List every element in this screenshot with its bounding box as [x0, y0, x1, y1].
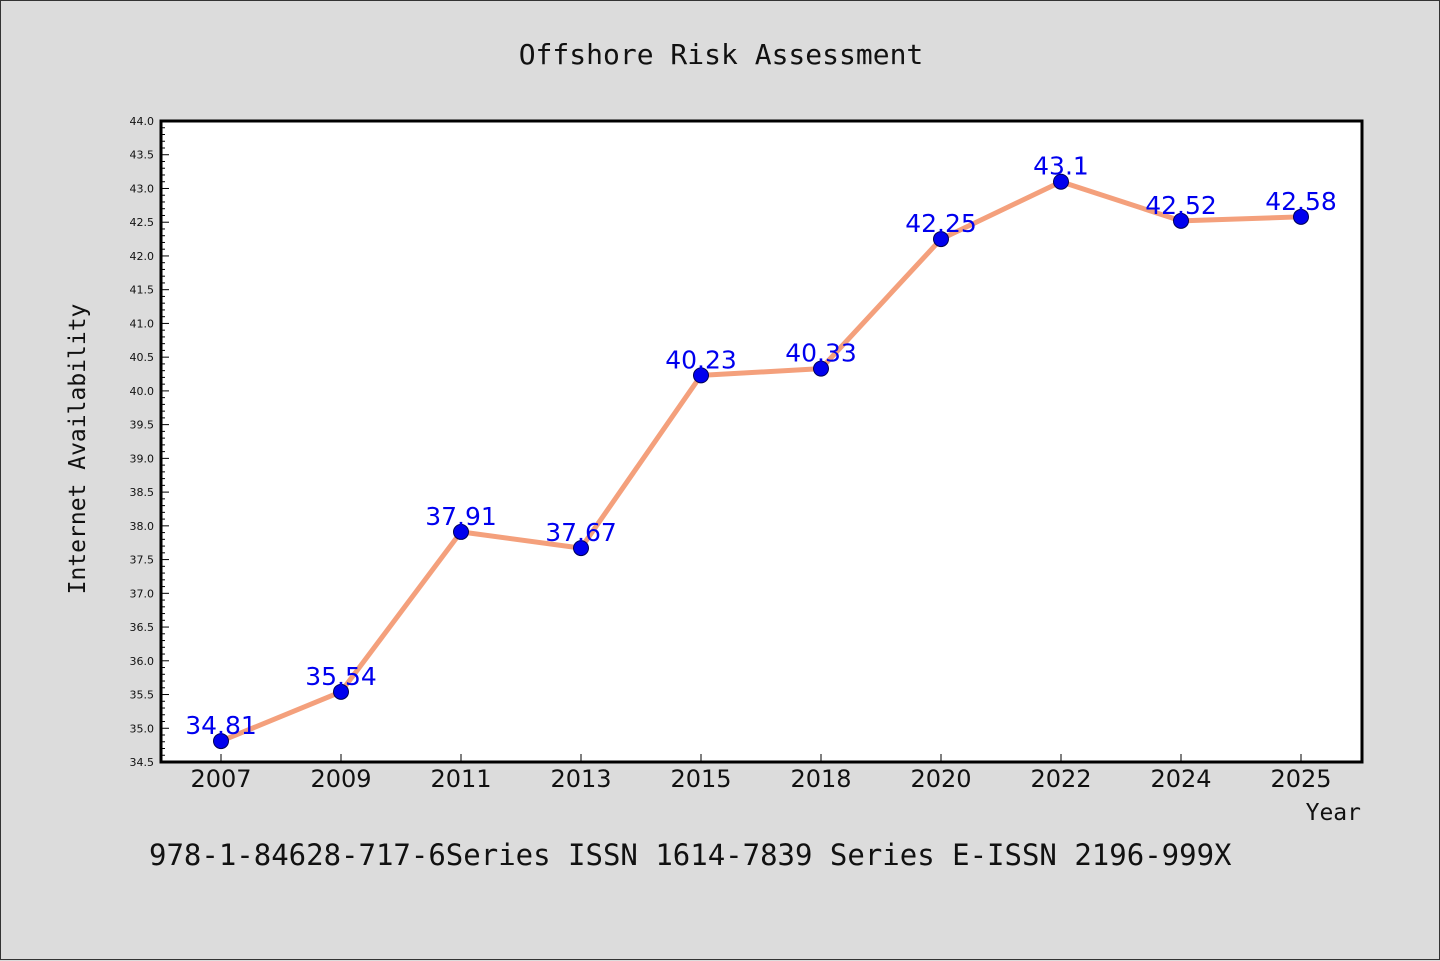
- y-tick-label: 40.5: [130, 351, 155, 364]
- data-point: [453, 523, 469, 540]
- x-tick-label: 2015: [670, 765, 731, 793]
- x-tick-label: 2011: [430, 765, 491, 793]
- x-axis: 2007 2009 2011 2013 2015 2018 2020 2022 2024 2025: [190, 754, 1332, 793]
- data-point: [213, 733, 229, 750]
- data-label: 35.54: [305, 662, 377, 691]
- y-tick-label: 36.0: [130, 655, 155, 668]
- x-tick-label: 2024: [1150, 765, 1211, 793]
- data-label: 42.58: [1265, 187, 1337, 216]
- chart-title: Offshore Risk Assessment: [519, 38, 924, 71]
- series-line: [218, 179, 1304, 744]
- data-point: [1053, 173, 1069, 190]
- plot-area: [159, 119, 1364, 764]
- y-tick-label: 35.5: [130, 689, 155, 702]
- data-point: [573, 540, 589, 557]
- data-point: [693, 367, 709, 384]
- y-axis-label: Internet Availability: [65, 304, 91, 595]
- y-tick-label: 40.0: [130, 385, 155, 398]
- y-tick-label: 43.0: [130, 182, 155, 195]
- data-label: 40.33: [785, 339, 857, 368]
- y-tick-label: 41.5: [130, 284, 155, 297]
- y-tick-label: 42.5: [130, 216, 155, 229]
- x-tick-label: 2025: [1270, 765, 1331, 793]
- y-tick-label: 38.0: [130, 520, 155, 533]
- y-tick-label: 37.5: [130, 554, 155, 567]
- x-tick-label: 2013: [550, 765, 611, 793]
- data-label: 37.67: [545, 518, 617, 547]
- data-point: [813, 360, 829, 377]
- x-axis-label: Year: [1306, 800, 1361, 826]
- data-label: 34.81: [185, 711, 257, 740]
- y-tick-label: 38.5: [130, 486, 155, 499]
- series-group: 34.81 35.54 37.91 37.67 40.23 40.33 42.25 43.1 4…: [185, 152, 1337, 750]
- data-point: [333, 683, 349, 700]
- footer-text: 978-1-84628-717-6Series ISSN 1614-7839 S…: [149, 838, 1232, 872]
- y-tick-label: 39.5: [130, 419, 155, 432]
- y-tick-label: 36.5: [130, 621, 155, 634]
- data-label: 40.23: [665, 345, 737, 374]
- data-point: [933, 231, 949, 248]
- data-point: [1293, 208, 1309, 225]
- y-tick-label: 42.0: [130, 250, 155, 263]
- y-tick-label: 39.0: [130, 452, 155, 465]
- data-label: 43.1: [1033, 152, 1089, 181]
- x-tick-label: 2007: [190, 765, 251, 793]
- y-tick-label: 44.0: [130, 115, 155, 128]
- y-tick-label: 34.5: [130, 756, 155, 769]
- data-label: 37.91: [425, 502, 497, 531]
- y-tick-label: 43.5: [130, 149, 155, 162]
- x-tick-label: 2022: [1030, 765, 1091, 793]
- y-tick-label: 37.0: [130, 587, 155, 600]
- y-tick-label: 41.0: [130, 317, 155, 330]
- y-axis: 34.5 35.0 35.5 36.0 36.5 37.0 37.5 38.0 38.5 39.0…: [130, 115, 169, 769]
- data-label: 42.25: [905, 209, 977, 238]
- x-tick-label: 2018: [790, 765, 851, 793]
- y-tick-label: 35.0: [130, 722, 155, 735]
- x-tick-label: 2020: [910, 765, 971, 793]
- data-point: [1173, 212, 1189, 229]
- data-label: 42.52: [1145, 191, 1217, 220]
- x-tick-label: 2009: [310, 765, 371, 793]
